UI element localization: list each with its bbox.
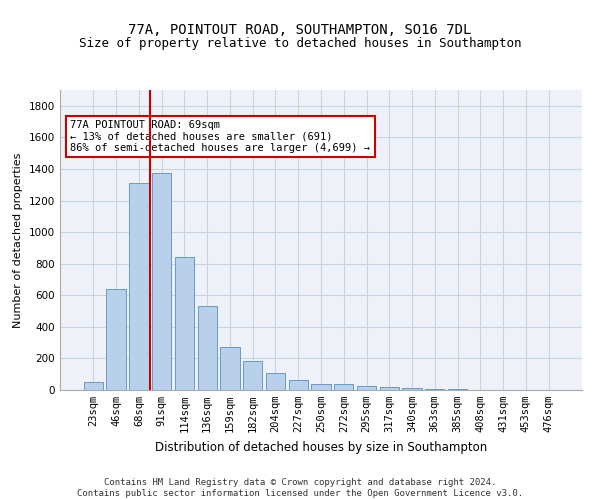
Bar xyxy=(334,384,353,390)
Bar xyxy=(311,384,331,390)
Bar xyxy=(129,183,149,390)
X-axis label: Distribution of detached houses by size in Southampton: Distribution of detached houses by size … xyxy=(155,440,487,454)
Bar xyxy=(266,374,285,390)
Bar xyxy=(403,388,422,390)
Bar xyxy=(84,382,103,390)
Bar xyxy=(380,387,399,390)
Bar xyxy=(220,346,239,390)
Text: 77A POINTOUT ROAD: 69sqm
← 13% of detached houses are smaller (691)
86% of semi-: 77A POINTOUT ROAD: 69sqm ← 13% of detach… xyxy=(70,120,370,153)
Bar xyxy=(152,173,172,390)
Bar xyxy=(175,256,194,390)
Bar xyxy=(197,306,217,390)
Text: Contains HM Land Registry data © Crown copyright and database right 2024.
Contai: Contains HM Land Registry data © Crown c… xyxy=(77,478,523,498)
Bar xyxy=(243,361,262,390)
Bar xyxy=(425,388,445,390)
Bar xyxy=(357,386,376,390)
Bar xyxy=(106,289,126,390)
Bar xyxy=(448,389,467,390)
Y-axis label: Number of detached properties: Number of detached properties xyxy=(13,152,23,328)
Text: 77A, POINTOUT ROAD, SOUTHAMPTON, SO16 7DL: 77A, POINTOUT ROAD, SOUTHAMPTON, SO16 7D… xyxy=(128,22,472,36)
Bar xyxy=(289,380,308,390)
Text: Size of property relative to detached houses in Southampton: Size of property relative to detached ho… xyxy=(79,38,521,51)
